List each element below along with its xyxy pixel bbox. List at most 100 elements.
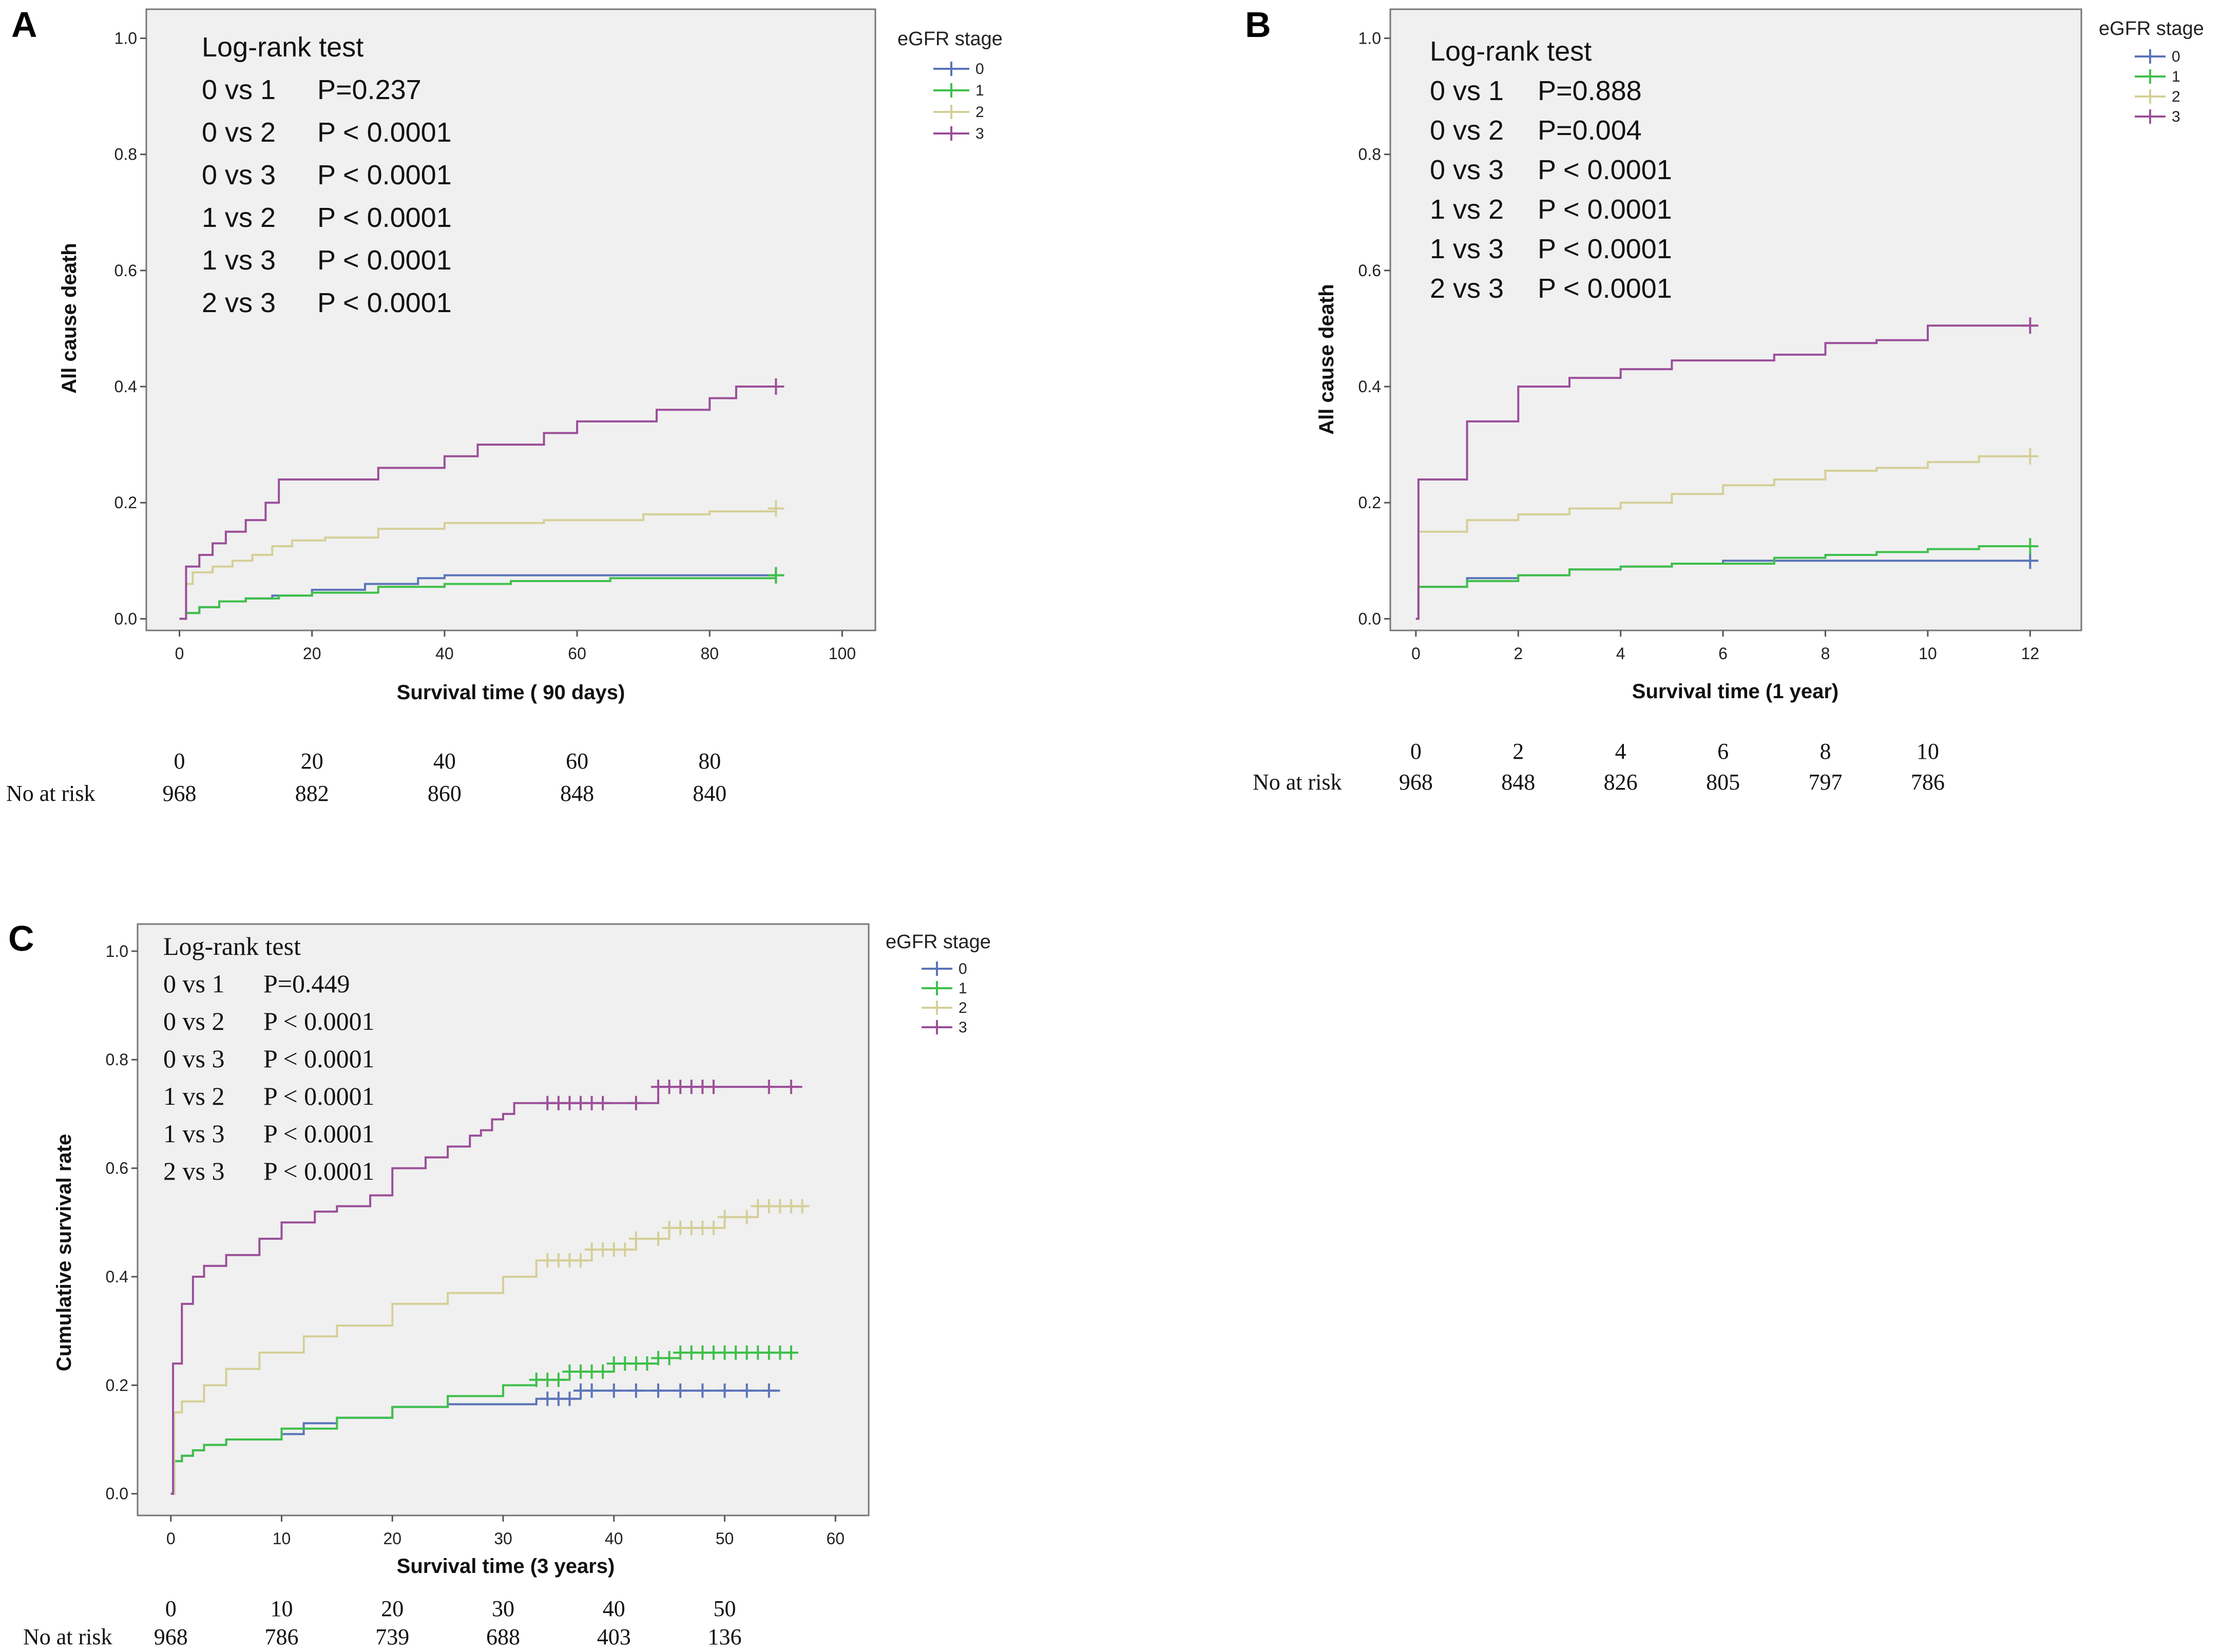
logrank-comparison: 1 vs 2 [1430,194,1504,225]
x-tick-label: 80 [700,644,719,663]
censor-mark [596,1364,610,1379]
logrank-pvalue: P < 0.0001 [1538,194,1672,225]
logrank-pvalue: P < 0.0001 [263,1157,375,1185]
y-tick-label: 0.8 [114,145,137,164]
legend-label: 0 [975,61,984,78]
logrank-comparison: 2 vs 3 [202,287,276,318]
logrank-pvalue: P < 0.0001 [317,117,452,148]
legend-label: 0 [959,961,967,977]
risk-count: 786 [264,1624,298,1649]
plot-area [1389,8,2082,631]
x-tick-label: 10 [273,1529,291,1548]
y-tick-label: 1.0 [106,942,128,961]
x-tick-label: 8 [1821,644,1830,663]
censor-mark [596,1096,610,1110]
censor-mark [628,1096,643,1110]
series-line-3 [170,1086,802,1495]
censor-mark [2022,552,2039,569]
logrank-comparison: 0 vs 1 [202,74,276,105]
logrank-comparison: 0 vs 2 [202,117,276,148]
risk-time: 8 [1819,739,1831,764]
logrank-pvalue: P=0.237 [317,74,422,105]
x-tick-label: 50 [716,1529,734,1548]
legend-label: 1 [975,82,984,99]
series-line-1 [1415,545,2031,620]
y-tick-label: 1.0 [114,29,137,48]
risk-count: 688 [486,1624,520,1649]
risk-count: 805 [1706,770,1740,795]
series-line-3 [1415,324,2031,620]
y-tick-label: 0.4 [106,1267,128,1286]
logrank-comparison: 0 vs 2 [1430,115,1504,146]
legend-title: eGFR stage [2099,18,2204,40]
censor-mark [761,1383,776,1398]
risk-count: 797 [1808,770,1842,795]
risk-count: 840 [693,781,726,806]
x-tick-label: 20 [303,644,321,663]
censor-mark [662,1351,677,1366]
logrank-pvalue: P < 0.0001 [263,1119,375,1148]
censor-mark [2022,538,2039,555]
y-tick-label: 0.0 [106,1485,128,1503]
series-2 [1415,448,2039,620]
y-tick-label: 0.6 [1358,261,1381,280]
risk-count: 848 [560,781,594,806]
x-axis-title: Survival time ( 90 days) [397,681,625,704]
panel-c: C0.00.20.40.60.81.00 10 20 30 40 50 60Survival… [8,918,991,1649]
logrank-pvalue: P < 0.0001 [263,1044,375,1073]
risk-count: 136 [708,1624,742,1649]
risk-table: No at risk 0 968 2 848 4 826 6 805 8 797 10 786 [1253,739,1945,795]
logrank-box: Log-rank test 0 vs 1 P=0.449 0 vs 2 P < 0.00… [163,932,375,1185]
x-axis-title: Survival time (1 year) [1632,680,1838,703]
plot-area [145,8,876,631]
logrank-comparison: 1 vs 3 [163,1119,224,1148]
series-3 [1415,317,2039,620]
logrank-box: Log-rank test 0 vs 1 P=0.237 0 vs 2 P < 0.00… [202,32,452,318]
risk-time: 4 [1615,739,1626,764]
censor-mark [573,1253,588,1268]
legend-label: 1 [959,980,967,997]
censor-mark [618,1242,633,1257]
risk-count: 882 [295,781,329,806]
risk-count: 848 [1501,770,1535,795]
risk-time: 60 [566,748,588,774]
risk-time: 10 [270,1596,293,1621]
censor-mark [739,1209,754,1224]
logrank-comparison: 0 vs 3 [163,1044,224,1073]
y-axis-title: All cause death [58,243,81,393]
risk-time: 40 [603,1596,625,1621]
logrank-comparison: 2 vs 3 [1430,273,1504,304]
censor-mark [795,1199,810,1214]
censor-mark [783,1080,798,1094]
risk-count: 860 [428,781,462,806]
censor-mark [673,1383,688,1398]
censor-mark [783,1345,798,1360]
logrank-comparison: 0 vs 1 [1430,75,1504,106]
censor-mark [2022,317,2039,334]
risk-time: 80 [698,748,721,774]
legend-label: 0 [2172,48,2180,65]
risk-table-label: No at risk [23,1624,112,1649]
logrank-pvalue: P < 0.0001 [1538,155,1672,185]
censor-mark [584,1383,599,1398]
censor-mark [628,1383,643,1398]
y-tick-label: 0.8 [106,1050,128,1069]
legend-title: eGFR stage [897,28,1003,50]
risk-table-label: No at risk [1253,770,1342,795]
y-tick-label: 0.2 [1358,493,1381,512]
risk-time: 0 [1410,739,1422,764]
legend-label: 2 [959,1000,967,1016]
logrank-comparison: 1 vs 3 [1430,234,1504,264]
legend: eGFR stage 0 1 2 3 [897,28,1003,142]
logrank-pvalue: P=0.888 [1538,75,1642,106]
logrank-comparison: 1 vs 2 [163,1082,224,1110]
risk-time: 20 [381,1596,404,1621]
legend-label: 3 [959,1019,967,1036]
risk-table-label: No at risk [6,781,95,806]
logrank-pvalue: P < 0.0001 [1538,273,1672,304]
censor-mark [651,1383,666,1398]
legend-label: 1 [2172,68,2180,85]
censor-mark [717,1383,732,1398]
